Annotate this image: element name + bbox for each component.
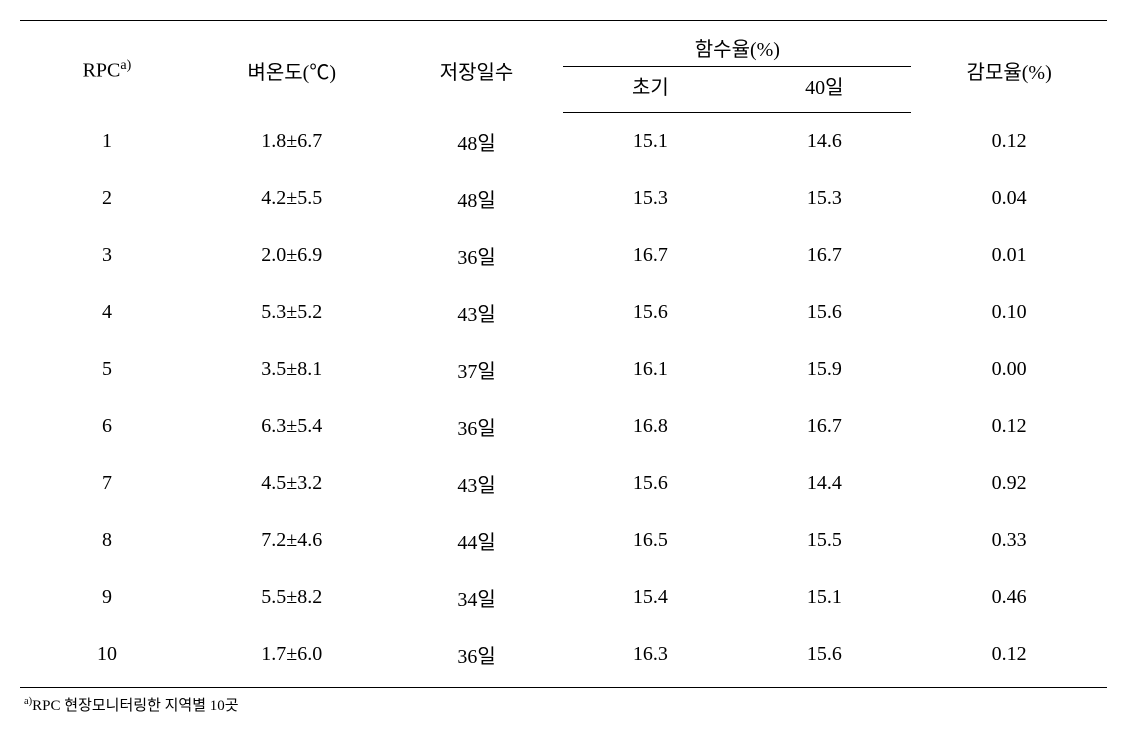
cell-storage-days: 37일	[390, 341, 564, 398]
cell-moisture-40days: 16.7	[737, 398, 911, 455]
table-row: 101.7±6.036일16.315.60.12	[20, 626, 1107, 688]
table-row: 74.5±3.243일15.614.40.92	[20, 455, 1107, 512]
cell-moisture-40days: 15.1	[737, 569, 911, 626]
cell-rpc: 6	[20, 398, 194, 455]
cell-moisture-initial: 16.5	[563, 512, 737, 569]
cell-rpc: 4	[20, 284, 194, 341]
cell-storage-days: 48일	[390, 170, 564, 227]
header-loss-rate: 감모율(%)	[911, 21, 1107, 113]
table-row: 24.2±5.548일15.315.30.04	[20, 170, 1107, 227]
cell-moisture-initial: 16.7	[563, 227, 737, 284]
cell-storage-days: 43일	[390, 284, 564, 341]
cell-storage-days: 36일	[390, 227, 564, 284]
footnote-superscript: a)	[24, 696, 32, 707]
cell-moisture-40days: 14.4	[737, 455, 911, 512]
cell-moisture-40days: 15.6	[737, 284, 911, 341]
table-row: 45.3±5.243일15.615.60.10	[20, 284, 1107, 341]
cell-moisture-40days: 14.6	[737, 113, 911, 170]
cell-moisture-40days: 15.3	[737, 170, 911, 227]
cell-temperature: 3.5±8.1	[194, 341, 390, 398]
table-row: 66.3±5.436일16.816.70.12	[20, 398, 1107, 455]
table-row: 53.5±8.137일16.115.90.00	[20, 341, 1107, 398]
cell-rpc: 9	[20, 569, 194, 626]
storage-data-table: RPCa) 벼온도(℃) 저장일수 함수율(%) 감모율(%) 초기 40일 1…	[20, 20, 1107, 688]
table-row: 87.2±4.644일16.515.50.33	[20, 512, 1107, 569]
cell-loss-rate: 0.12	[911, 626, 1107, 688]
header-moisture-initial: 초기	[563, 67, 737, 113]
cell-moisture-initial: 15.3	[563, 170, 737, 227]
cell-moisture-40days: 15.6	[737, 626, 911, 688]
cell-loss-rate: 0.00	[911, 341, 1107, 398]
table-row: 95.5±8.234일15.415.10.46	[20, 569, 1107, 626]
cell-temperature: 4.5±3.2	[194, 455, 390, 512]
cell-temperature: 7.2±4.6	[194, 512, 390, 569]
cell-moisture-initial: 15.6	[563, 455, 737, 512]
cell-rpc: 5	[20, 341, 194, 398]
cell-moisture-40days: 16.7	[737, 227, 911, 284]
cell-moisture-initial: 16.1	[563, 341, 737, 398]
header-rpc-superscript: a)	[120, 58, 131, 73]
cell-moisture-initial: 15.1	[563, 113, 737, 170]
cell-loss-rate: 0.46	[911, 569, 1107, 626]
cell-storage-days: 34일	[390, 569, 564, 626]
cell-rpc: 1	[20, 113, 194, 170]
table-footnote: a)RPC 현장모니터링한 지역별 10곳	[20, 694, 1107, 715]
cell-storage-days: 43일	[390, 455, 564, 512]
cell-rpc: 8	[20, 512, 194, 569]
cell-rpc: 2	[20, 170, 194, 227]
cell-temperature: 2.0±6.9	[194, 227, 390, 284]
header-rpc-text: RPC	[83, 60, 121, 82]
cell-temperature: 6.3±5.4	[194, 398, 390, 455]
cell-loss-rate: 0.04	[911, 170, 1107, 227]
table-row: 32.0±6.936일16.716.70.01	[20, 227, 1107, 284]
header-moisture-40days: 40일	[737, 67, 911, 113]
cell-moisture-40days: 15.9	[737, 341, 911, 398]
cell-loss-rate: 0.92	[911, 455, 1107, 512]
cell-loss-rate: 0.12	[911, 398, 1107, 455]
cell-temperature: 4.2±5.5	[194, 170, 390, 227]
footnote-text: RPC 현장모니터링한 지역별 10곳	[32, 698, 238, 714]
cell-rpc: 7	[20, 455, 194, 512]
cell-rpc: 10	[20, 626, 194, 688]
cell-moisture-initial: 16.3	[563, 626, 737, 688]
header-temperature: 벼온도(℃)	[194, 21, 390, 113]
cell-rpc: 3	[20, 227, 194, 284]
header-moisture: 함수율(%)	[563, 21, 911, 67]
cell-moisture-initial: 16.8	[563, 398, 737, 455]
cell-moisture-initial: 15.4	[563, 569, 737, 626]
table-row: 11.8±6.748일15.114.60.12	[20, 113, 1107, 170]
cell-storage-days: 48일	[390, 113, 564, 170]
header-storage-days: 저장일수	[390, 21, 564, 113]
header-rpc: RPCa)	[20, 21, 194, 113]
cell-loss-rate: 0.12	[911, 113, 1107, 170]
table-body: 11.8±6.748일15.114.60.1224.2±5.548일15.315…	[20, 113, 1107, 688]
cell-moisture-40days: 15.5	[737, 512, 911, 569]
cell-loss-rate: 0.33	[911, 512, 1107, 569]
cell-temperature: 5.3±5.2	[194, 284, 390, 341]
cell-storage-days: 36일	[390, 398, 564, 455]
cell-temperature: 1.8±6.7	[194, 113, 390, 170]
cell-storage-days: 36일	[390, 626, 564, 688]
cell-storage-days: 44일	[390, 512, 564, 569]
cell-moisture-initial: 15.6	[563, 284, 737, 341]
cell-loss-rate: 0.01	[911, 227, 1107, 284]
cell-temperature: 5.5±8.2	[194, 569, 390, 626]
cell-loss-rate: 0.10	[911, 284, 1107, 341]
data-table-container: RPCa) 벼온도(℃) 저장일수 함수율(%) 감모율(%) 초기 40일 1…	[20, 20, 1107, 715]
cell-temperature: 1.7±6.0	[194, 626, 390, 688]
